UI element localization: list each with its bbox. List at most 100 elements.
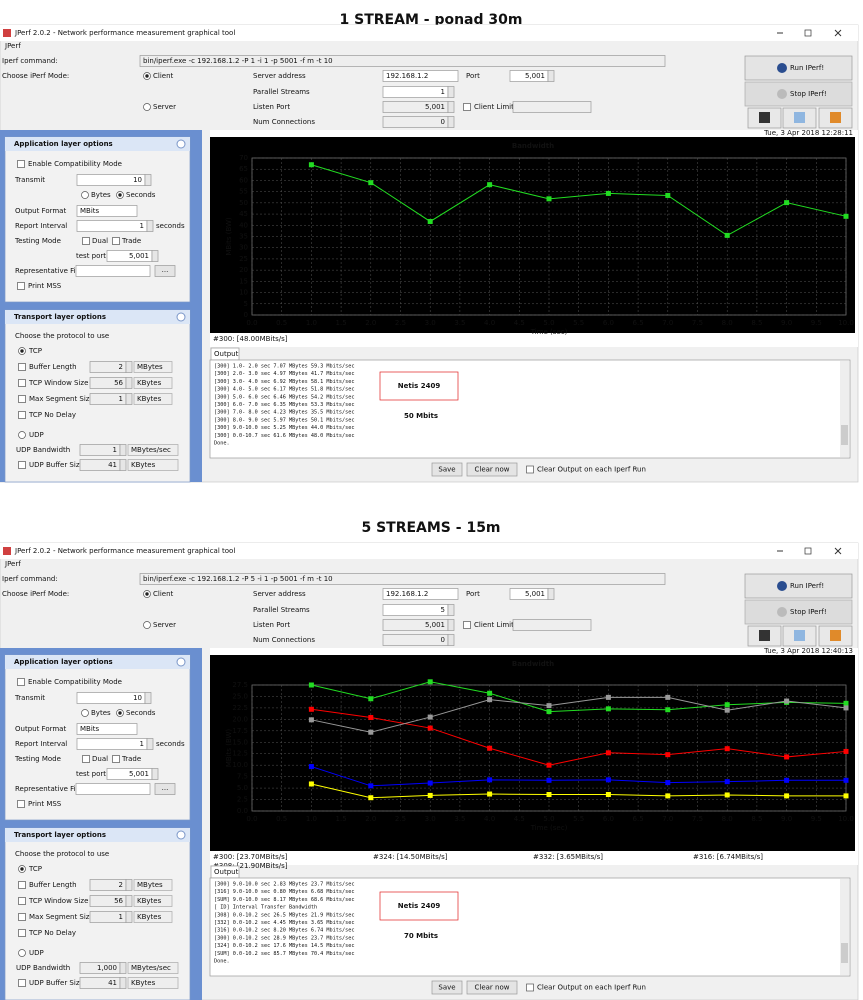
radio[interactable] (143, 103, 151, 111)
maximize[interactable] (804, 29, 812, 37)
radio[interactable] (143, 621, 151, 629)
mbytes-box[interactable] (133, 361, 173, 373)
radio[interactable] (81, 191, 89, 199)
kbytes-box[interactable] (133, 393, 173, 405)
scroll-thumb[interactable] (841, 943, 848, 963)
checkbox[interactable] (18, 897, 26, 905)
command-box[interactable] (139, 55, 666, 67)
checkbox[interactable] (18, 379, 26, 387)
clear-button[interactable] (466, 980, 518, 995)
checkbox[interactable] (112, 237, 120, 245)
collapse[interactable] (176, 312, 186, 322)
checkbox[interactable] (526, 983, 534, 992)
tcp_window: 56 (114, 379, 123, 387)
server-address-box[interactable] (382, 588, 459, 600)
radio[interactable] (18, 431, 26, 439)
mbytes-sec-box[interactable] (127, 444, 179, 456)
save-button[interactable] (431, 980, 463, 995)
output-format-box[interactable] (76, 723, 138, 735)
kbytes-box[interactable] (133, 895, 173, 907)
stop-button[interactable] (744, 599, 853, 625)
num-connections-spinner[interactable] (447, 634, 455, 646)
udp-bandwidth-spinner[interactable] (119, 962, 127, 974)
checkbox[interactable] (82, 237, 90, 245)
port-spinner[interactable] (547, 70, 555, 82)
transmit-spinner[interactable] (144, 174, 152, 186)
browse-button[interactable] (154, 265, 176, 277)
checkbox[interactable] (18, 881, 26, 889)
checkbox[interactable] (18, 395, 26, 403)
collapse[interactable] (176, 139, 186, 149)
save-button[interactable] (431, 462, 463, 477)
num-connections-spinner[interactable] (447, 116, 455, 128)
test-port-spinner[interactable] (151, 250, 159, 262)
close[interactable] (834, 29, 842, 37)
listen-port-spinner[interactable] (447, 619, 455, 631)
server-address-box[interactable] (382, 70, 459, 82)
collapse[interactable] (176, 657, 186, 667)
checkbox[interactable] (112, 755, 120, 763)
tcp_window-spinner[interactable] (125, 377, 133, 389)
mbytes-sec-box[interactable] (127, 962, 179, 974)
clear-button[interactable] (466, 462, 518, 477)
port-spinner[interactable] (547, 588, 555, 600)
checkbox[interactable] (17, 160, 25, 168)
udp-bandwidth-spinner[interactable] (119, 444, 127, 456)
client-limit-box[interactable] (512, 619, 592, 631)
scroll-thumb[interactable] (841, 425, 848, 445)
run-button[interactable] (744, 55, 853, 81)
run-button[interactable] (744, 573, 853, 599)
checkbox[interactable] (17, 800, 25, 808)
checkbox[interactable] (18, 411, 26, 419)
parallel-streams-box[interactable] (382, 86, 449, 98)
listen-port-spinner[interactable] (447, 101, 455, 113)
kbytes-box[interactable] (133, 377, 173, 389)
checkbox[interactable] (17, 282, 25, 290)
checkbox[interactable] (17, 678, 25, 686)
parallel-streams-box[interactable] (382, 604, 449, 616)
checkbox[interactable] (463, 621, 471, 629)
parallel-streams-spinner[interactable] (447, 86, 455, 98)
parallel-streams-spinner[interactable] (447, 604, 455, 616)
max_segment-spinner[interactable] (125, 911, 133, 923)
rep-file-box[interactable] (75, 783, 151, 795)
num-connections-box[interactable] (382, 116, 449, 128)
checkbox[interactable] (526, 465, 534, 474)
radio[interactable] (18, 949, 26, 957)
transmit-spinner[interactable] (144, 692, 152, 704)
buffer_length-spinner[interactable] (125, 361, 133, 373)
checkbox[interactable] (18, 979, 26, 987)
kbytes-box[interactable] (127, 977, 179, 989)
checkbox[interactable] (18, 913, 26, 921)
radio[interactable] (81, 709, 89, 717)
mbytes-box[interactable] (133, 879, 173, 891)
buffer_length-spinner[interactable] (125, 879, 133, 891)
udp-buffer-spinner[interactable] (119, 459, 127, 471)
checkbox[interactable] (18, 363, 26, 371)
collapse[interactable] (176, 830, 186, 840)
udp-buffer-spinner[interactable] (119, 977, 127, 989)
close[interactable] (834, 547, 842, 555)
kbytes-box[interactable] (127, 459, 179, 471)
report-interval-box[interactable] (76, 220, 148, 232)
num-connections: 0 (441, 118, 445, 126)
num-connections-box[interactable] (382, 634, 449, 646)
client-limit-box[interactable] (512, 101, 592, 113)
checkbox[interactable] (18, 929, 26, 937)
browse-button[interactable] (154, 783, 176, 795)
test-port-spinner[interactable] (151, 768, 159, 780)
checkbox[interactable] (18, 461, 26, 469)
output-format-box[interactable] (76, 205, 138, 217)
checkbox[interactable] (82, 755, 90, 763)
command-box[interactable] (139, 573, 666, 585)
kbytes-box[interactable] (133, 911, 173, 923)
rep-file-box[interactable] (75, 265, 151, 277)
tcp_window-spinner[interactable] (125, 895, 133, 907)
checkbox[interactable] (463, 103, 471, 111)
maximize[interactable] (804, 547, 812, 555)
report-interval-box[interactable] (76, 738, 148, 750)
max_segment-spinner[interactable] (125, 393, 133, 405)
report-interval-spinner[interactable] (146, 738, 154, 750)
stop-button[interactable] (744, 81, 853, 107)
report-interval-spinner[interactable] (146, 220, 154, 232)
